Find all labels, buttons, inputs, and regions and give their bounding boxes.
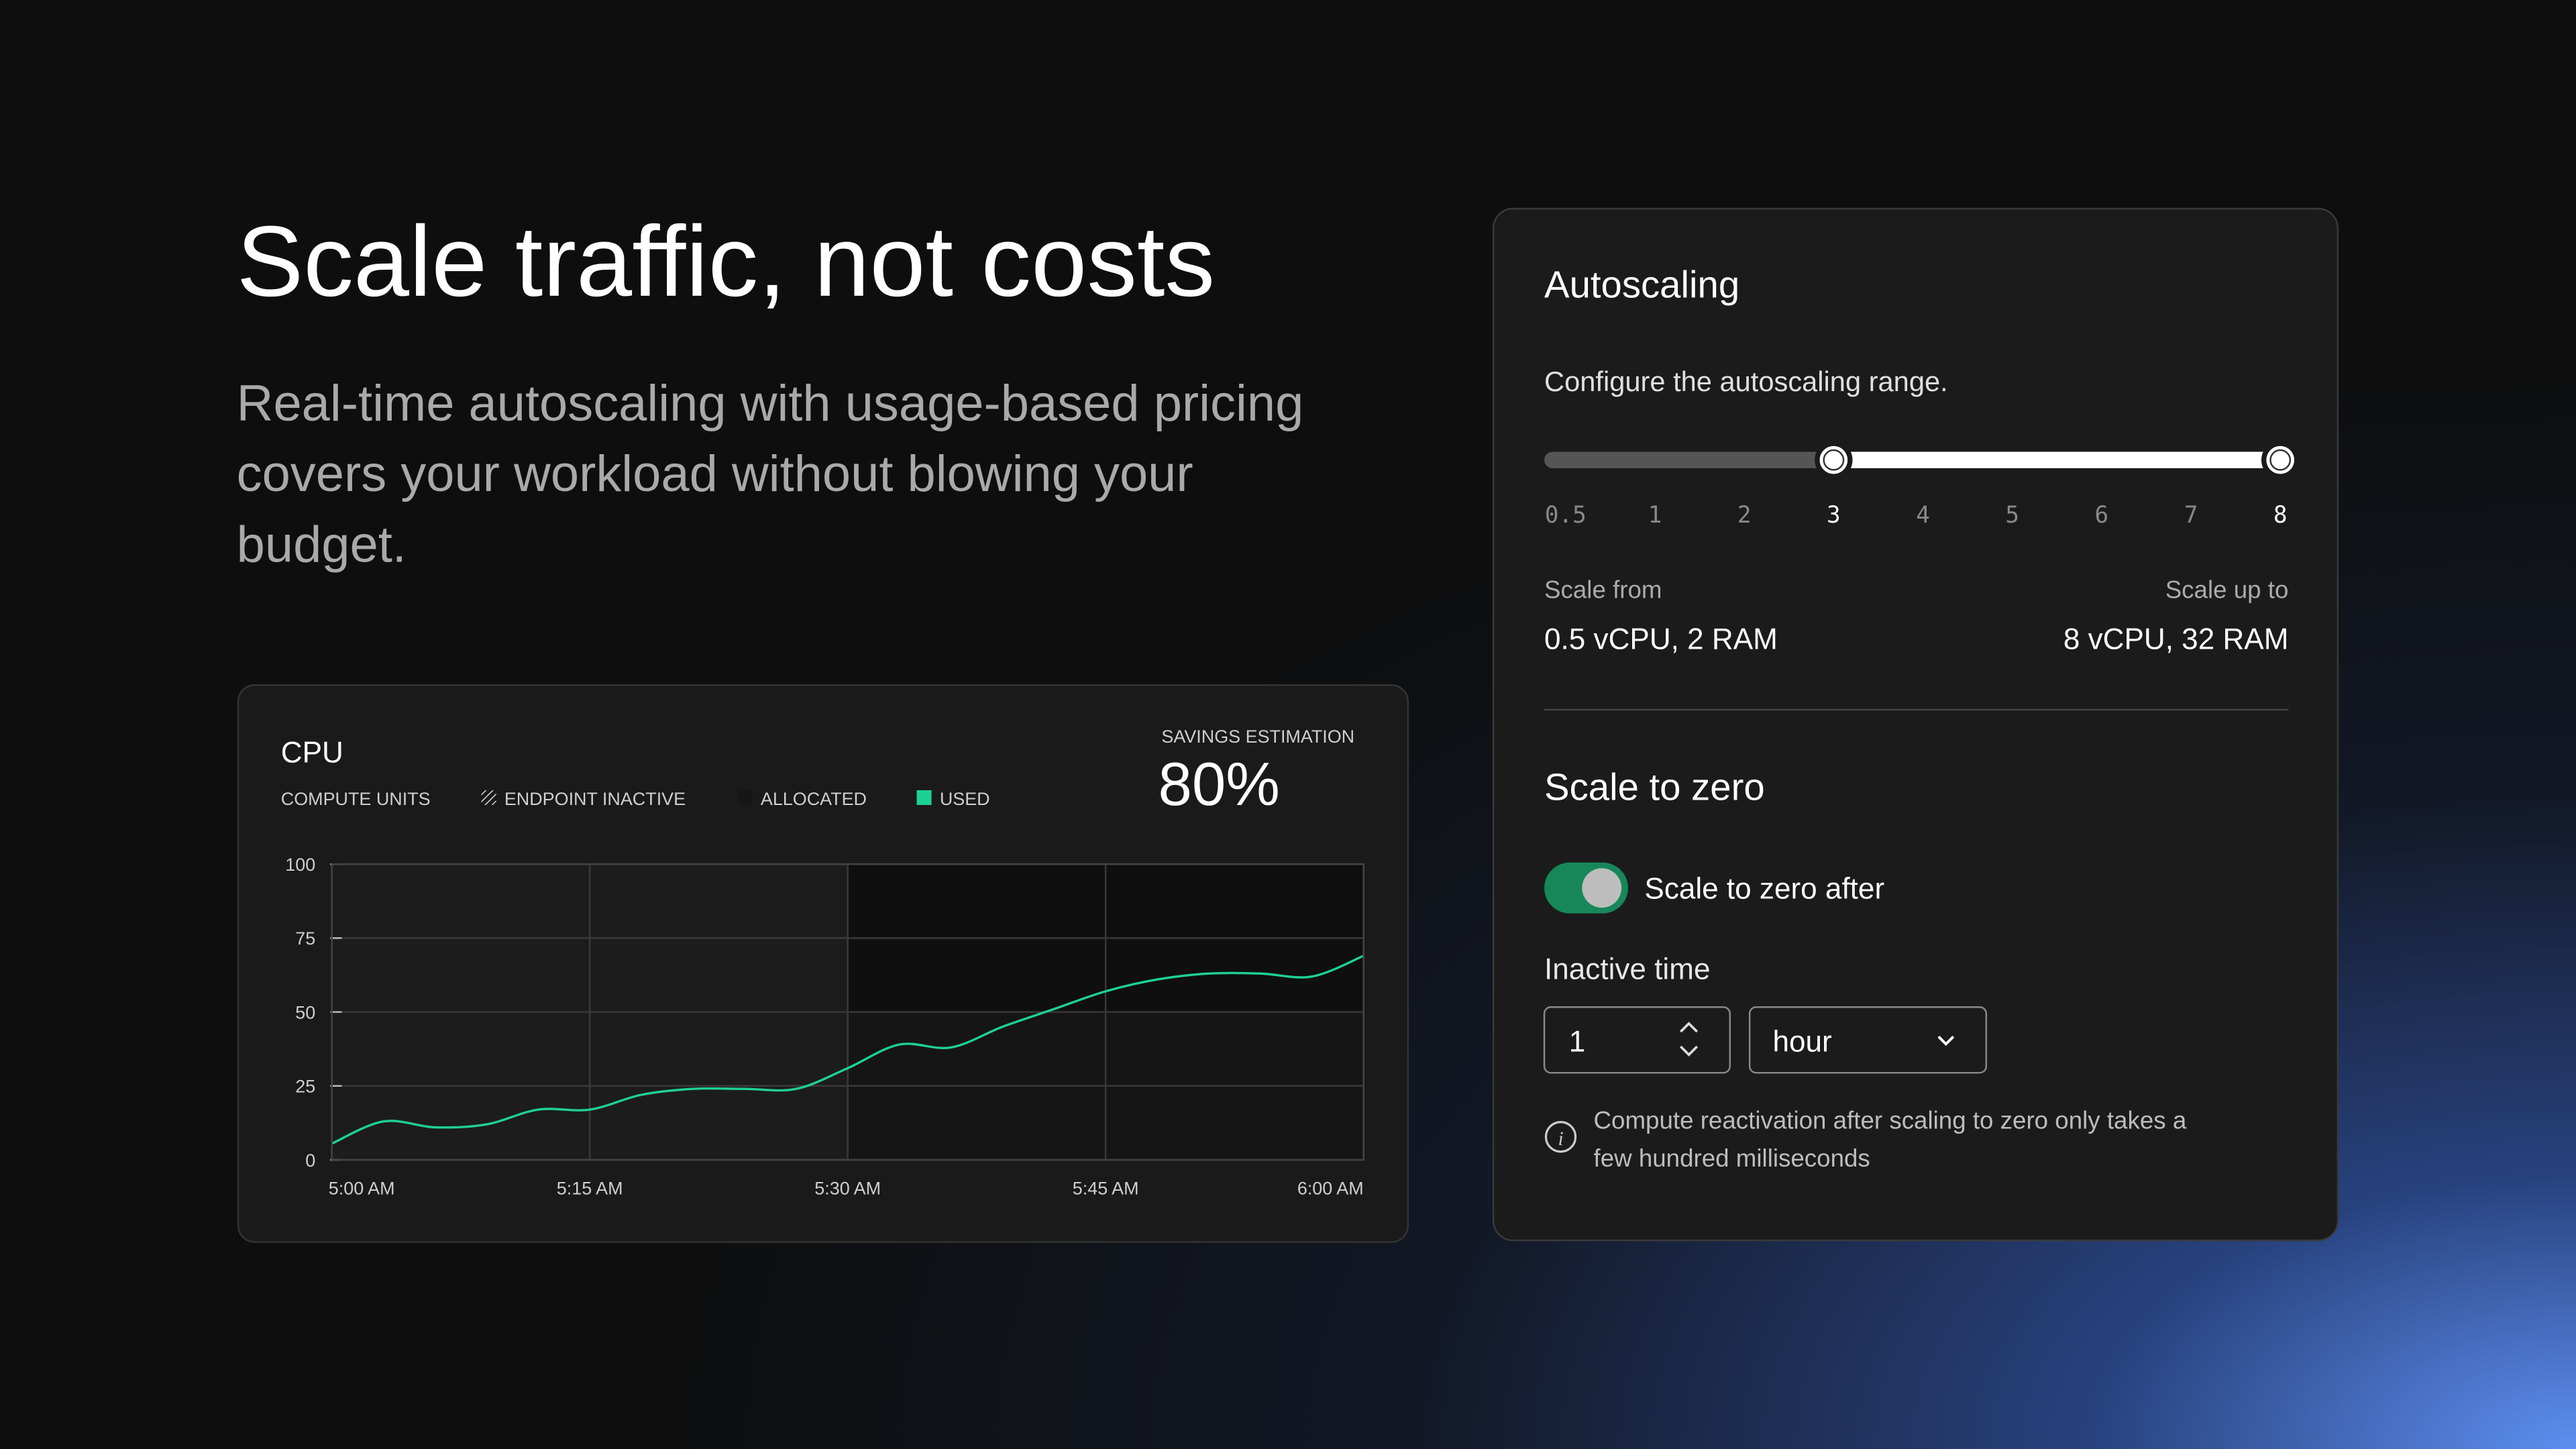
spinner-icon[interactable] (1680, 1022, 1699, 1057)
data-line (331, 955, 1364, 1145)
slider-tick-label: 4 (1916, 502, 1930, 529)
annotation-value: 80% (1159, 751, 1280, 818)
slider-tick-label: 1 (1648, 502, 1662, 529)
subtitle-line: budget. (237, 517, 407, 574)
y-tick-label: 0 (305, 1150, 315, 1171)
chevron-icon (1937, 1035, 1955, 1046)
slider-tick-label: 8 (2273, 502, 2288, 529)
y-tick-label: 100 (285, 855, 315, 875)
y-tick-label: 25 (295, 1077, 315, 1097)
toggle-label: Scale to zero after (1644, 873, 1884, 906)
number-input[interactable] (1543, 1006, 1731, 1074)
plot-frame (331, 863, 1364, 1161)
unit-select[interactable] (1748, 1006, 1988, 1074)
legend-label: USED (940, 789, 990, 809)
panel-description: Configure the autoscaling range. (1544, 366, 1948, 397)
legend-swatch (737, 790, 753, 805)
x-tick-label: 5:30 AM (814, 1178, 881, 1198)
legend-swatch (481, 790, 496, 805)
x-tick-label: 5:45 AM (1073, 1178, 1139, 1198)
panel (1492, 207, 2339, 1242)
x-tick-label: 6:00 AM (1297, 1178, 1364, 1198)
subtitle-line: covers your workload without blowing you… (237, 445, 1193, 502)
slider-tick-label: 2 (1737, 502, 1752, 529)
info-icon (1544, 1121, 1577, 1153)
note-line: Compute reactivation after scaling to ze… (1594, 1106, 2187, 1134)
section-title: Scale to zero (1544, 766, 1765, 808)
y-tick-label: 75 (295, 928, 315, 949)
slider-handle-dot (2269, 449, 2292, 471)
slider-tick-label: 5 (2005, 502, 2019, 529)
field-label: Inactive time (1544, 953, 1710, 986)
toggle-knob (1582, 868, 1622, 908)
range-label: Scale from (1544, 576, 1662, 603)
annotation-title: SAVINGS ESTIMATION (1161, 727, 1354, 747)
slider-range (1833, 451, 2281, 468)
subtitle-line: Real-time autoscaling with usage-based p… (237, 375, 1304, 432)
x-tick-label: 5:00 AM (329, 1178, 395, 1198)
range-label: Scale up to (2165, 576, 2289, 603)
panel-title: Autoscaling (1544, 263, 1739, 305)
autoscaling-panel: Autoscaling Configure the autoscaling ra… (1492, 207, 2339, 1242)
chart-title: CPU (281, 736, 343, 769)
chart-subtitle: COMPUTE UNITS (281, 789, 431, 809)
range-value: 8 vCPU, 32 RAM (2063, 623, 2289, 655)
legend-label: ALLOCATED (761, 789, 867, 809)
number-input-value: 1 (1569, 1025, 1586, 1058)
slider-tick-label: 3 (1827, 502, 1841, 529)
slider-handle-dot (1823, 449, 1845, 471)
x-tick-label: 5:15 AM (557, 1178, 623, 1198)
info-icon-glyph: i (1558, 1128, 1563, 1150)
note-line: few hundred milliseconds (1594, 1144, 1870, 1172)
slider-tick-label: 7 (2184, 502, 2198, 529)
cpu-chart-card: CPU COMPUTE UNITS ENDPOINT INACTIVE ALLO… (237, 684, 1409, 1243)
headline: Scale traffic, not costs (237, 205, 1215, 317)
slider-tick-label: 6 (2095, 502, 2109, 529)
legend-swatch (916, 790, 932, 805)
legend-label: ENDPOINT INACTIVE (504, 789, 686, 809)
range-value: 0.5 vCPU, 2 RAM (1544, 623, 1778, 655)
y-tick-label: 50 (295, 1002, 315, 1022)
slider-tick-label: 0.5 (1545, 502, 1587, 529)
unit-select-value: hour (1772, 1025, 1831, 1058)
